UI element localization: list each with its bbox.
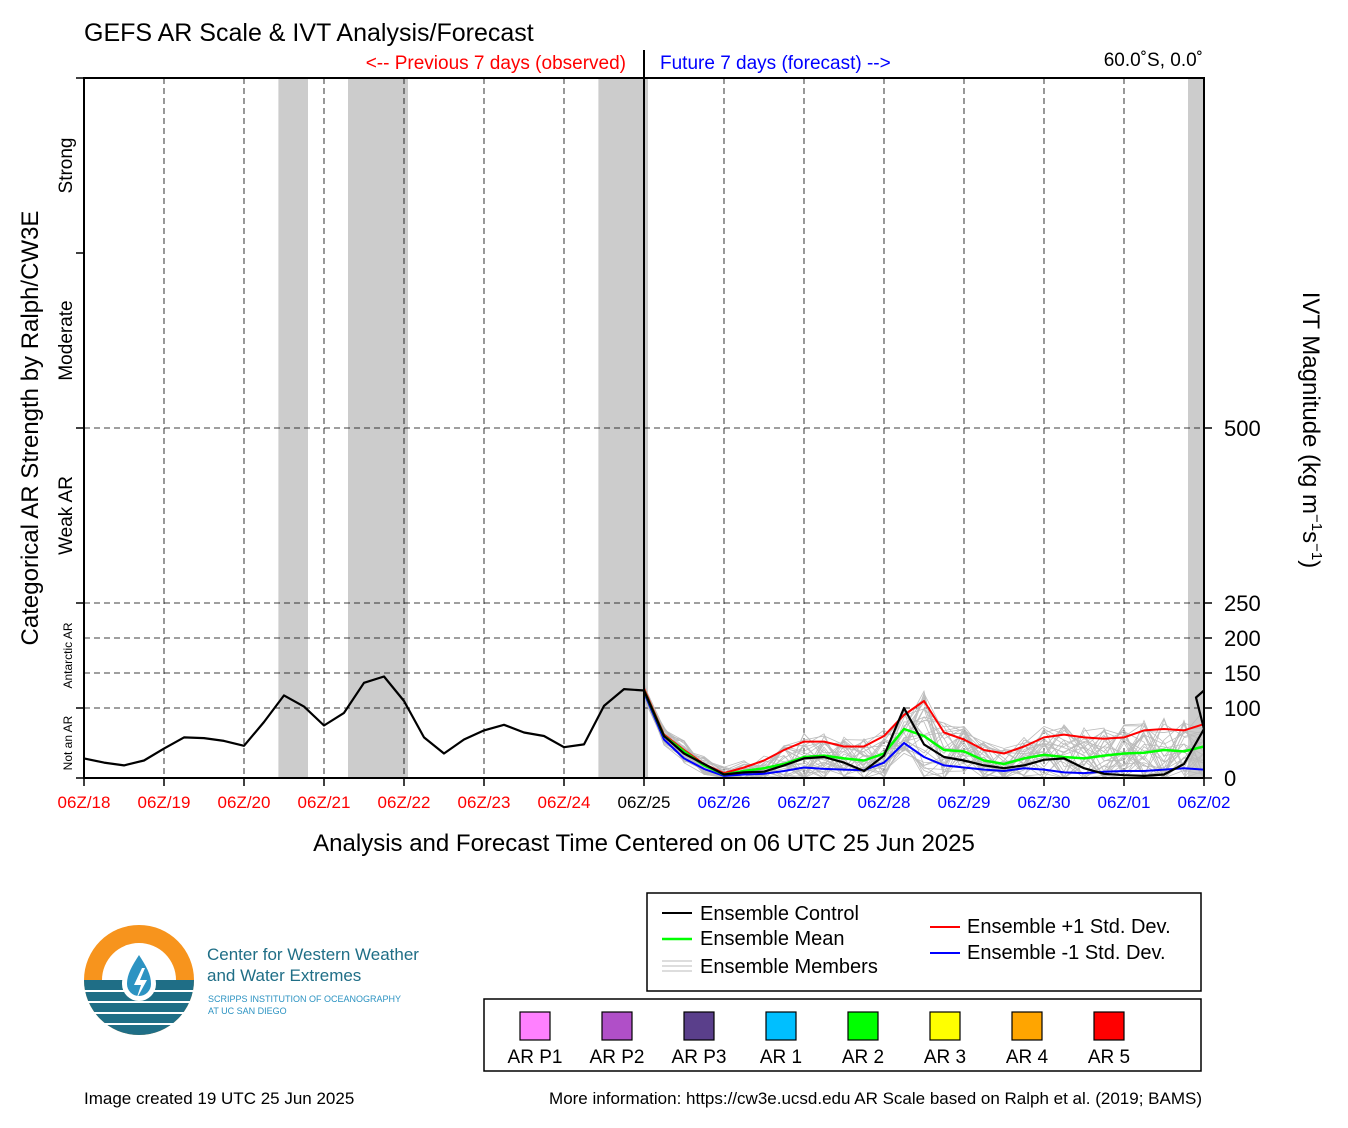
ar-scale-swatch: [601, 1011, 633, 1041]
x-tick-label: 06Z/27: [778, 793, 831, 812]
y-tick-label: 150: [1224, 661, 1261, 686]
logo-line2: and Water Extremes: [207, 966, 361, 985]
category-label: Not an AR: [61, 715, 75, 770]
logo-line1: Center for Western Weather: [207, 945, 419, 964]
x-tick-label: 06Z/21: [298, 793, 351, 812]
x-tick-label: 06Z/26: [698, 793, 751, 812]
x-tick-label: 06Z/01: [1098, 793, 1151, 812]
x-tick-label: 06Z/20: [218, 793, 271, 812]
plus-std-line: [643, 688, 1205, 775]
location-label: 60.0˚S, 0.0˚: [1104, 50, 1203, 71]
category-labels: Not an AR Antarctic AR Weak AR Moderate Stro…: [56, 77, 84, 779]
x-tick-label: 06Z/30: [1018, 793, 1071, 812]
ar-scale-swatches: AR P1 AR P2 AR P3 AR 1 AR 2 AR 3 AR 4 AR 5: [508, 1011, 1130, 1068]
ar-scale-swatch: [1093, 1011, 1125, 1041]
logo-sub1: SCRIPPS INSTITUTION OF OCEANOGRAPHY: [208, 994, 401, 1004]
legend-control-label: Ensemble Control: [700, 903, 859, 925]
x-axis-label: Analysis and Forecast Time Centered on 0…: [313, 830, 975, 857]
ar-scale-label: AR 1: [760, 1047, 802, 1068]
x-axis-ticks: 06Z/18 06Z/19 06Z/20 06Z/21 06Z/22 06Z/23 06Z/…: [58, 778, 1231, 812]
x-tick-label: 06Z/24: [538, 793, 591, 812]
footer-info: More information: https://cw3e.ucsd.edu …: [549, 1089, 1202, 1108]
x-tick-label: 06Z/22: [378, 793, 431, 812]
ensemble-members-group: [643, 682, 1205, 779]
x-tick-label: 06Z/25: [618, 793, 671, 812]
x-tick-label: 06Z/02: [1178, 793, 1231, 812]
legend-members-label: Ensemble Members: [700, 956, 878, 978]
y-tick-label: 0: [1224, 766, 1236, 791]
cw3e-logo: [84, 925, 194, 1035]
minus-std-line: [643, 692, 1205, 777]
category-label: Weak AR: [56, 476, 77, 555]
x-tick-label: 06Z/29: [938, 793, 991, 812]
ensemble-member-line: [643, 688, 1205, 779]
right-axis-label: IVT Magnitude (kg m−1s−1): [1297, 292, 1325, 569]
ar-scale-label: AR P3: [672, 1047, 727, 1068]
legend-minus-label: Ensemble -1 Std. Dev.: [967, 942, 1166, 964]
category-label: Antarctic AR: [61, 622, 75, 688]
ar-scale-label: AR P2: [590, 1047, 645, 1068]
ar-scale-swatch: [765, 1011, 797, 1041]
ar-scale-label: AR 4: [1006, 1047, 1049, 1068]
series-group: [83, 675, 1206, 778]
chart-title: GEFS AR Scale & IVT Analysis/Forecast: [84, 19, 534, 47]
x-tick-label: 06Z/28: [858, 793, 911, 812]
ar-scale-label: AR 2: [842, 1047, 884, 1068]
category-label: Moderate: [56, 300, 77, 380]
logo-sub2: AT UC SAN DIEGO: [208, 1006, 287, 1016]
ar-scale-swatch: [929, 1011, 961, 1041]
y-axis-ticks: 0 100 150 200 250 500: [1204, 416, 1261, 791]
x-tick-label: 06Z/23: [458, 793, 511, 812]
y-tick-label: 500: [1224, 416, 1261, 441]
ar-scale-label: AR 5: [1088, 1047, 1130, 1068]
future-label: Future 7 days (forecast) -->: [660, 53, 891, 74]
ar-scale-label: AR P1: [508, 1047, 563, 1068]
category-label: Strong: [56, 138, 77, 194]
legend-members-swatch: [662, 960, 692, 972]
legend-plus-label: Ensemble +1 Std. Dev.: [967, 916, 1171, 938]
left-axis-label: Categorical AR Strength by Ralph/CW3E: [17, 211, 44, 646]
ar-scale-swatch: [1011, 1011, 1043, 1041]
x-tick-label: 06Z/18: [58, 793, 111, 812]
legend-box: [646, 892, 1202, 992]
x-tick-label: 06Z/19: [138, 793, 191, 812]
ar-scale-swatch: [683, 1011, 715, 1041]
ar-scale-swatch: [519, 1011, 551, 1041]
y-tick-label: 250: [1224, 591, 1261, 616]
control-line: [83, 675, 1206, 778]
footer-created: Image created 19 UTC 25 Jun 2025: [84, 1089, 354, 1108]
ar-scale-label: AR 3: [924, 1047, 966, 1068]
previous-label: <-- Previous 7 days (observed): [366, 53, 626, 74]
ar-shade-band: [278, 78, 308, 778]
legend-mean-label: Ensemble Mean: [700, 928, 845, 950]
y-tick-label: 200: [1224, 626, 1261, 651]
ar-scale-swatch: [847, 1011, 879, 1041]
y-tick-label: 100: [1224, 696, 1261, 721]
